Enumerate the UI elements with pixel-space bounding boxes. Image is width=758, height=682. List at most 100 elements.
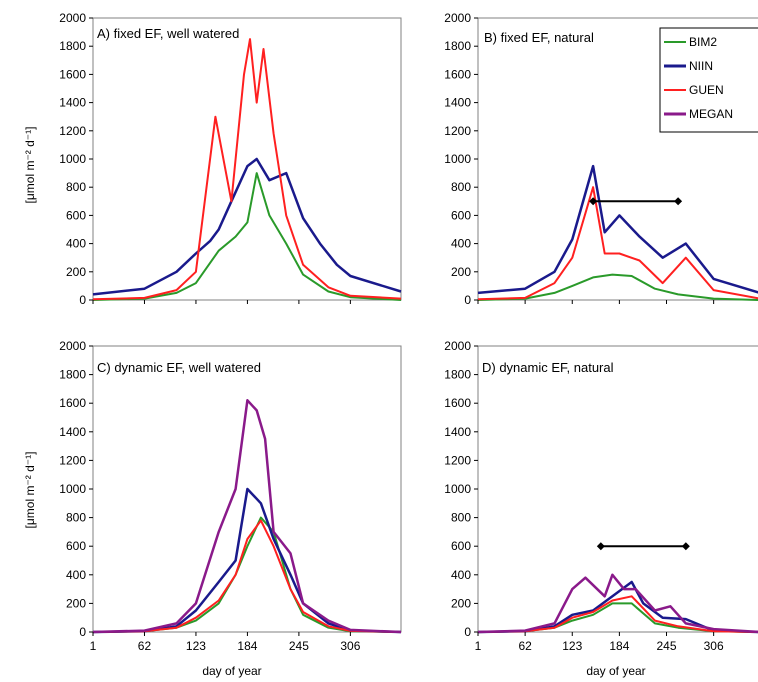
y-tick-label: 1200 xyxy=(59,453,86,467)
y-tick-label: 1400 xyxy=(59,96,86,110)
series-line-niin xyxy=(92,487,402,634)
y-tick-label: 2000 xyxy=(444,339,471,353)
y-tick-label: 1800 xyxy=(59,368,86,382)
y-tick-label: 800 xyxy=(66,180,86,194)
y-tick-label: 1000 xyxy=(444,152,471,166)
y-tick-label: 600 xyxy=(66,539,86,553)
y-tick-label: 600 xyxy=(66,208,86,222)
series-line-bim2 xyxy=(477,273,758,301)
panel-d-overlays xyxy=(596,542,690,551)
panel-a-y-ticks: 0 200 400 600 800 1000 1200 1400 1600 1800 2000 xyxy=(59,11,93,307)
panel-b: B) fixed EF, natural 0 200 400 600 800 1000 12… xyxy=(444,11,758,307)
legend: BIM2 NIIN GUEN MEGAN xyxy=(659,27,758,133)
series-line-niin xyxy=(477,580,758,634)
legend-label-megan: MEGAN xyxy=(689,107,733,121)
series-line-megan xyxy=(92,399,402,634)
legend-item-niin: NIIN xyxy=(664,59,713,73)
panel-c: C) dynamic EF, well watered 0 200 400 600 80… xyxy=(59,339,402,653)
series-line-bim2 xyxy=(92,516,402,633)
y-axis-title-bottom: [μmol m⁻² d⁻¹] xyxy=(23,452,37,529)
x-tick-label: 245 xyxy=(656,639,676,653)
y-tick-label: 1800 xyxy=(59,39,86,53)
panel-d-series xyxy=(477,573,758,634)
x-axis-title-right: day of year xyxy=(586,664,645,678)
range-bar-endpoint xyxy=(681,542,690,551)
panel-b-title: B) fixed EF, natural xyxy=(484,30,594,45)
y-tick-label: 2000 xyxy=(59,339,86,353)
x-tick-label: 62 xyxy=(518,639,532,653)
panel-d-x-ticks: 1 62 123 184 245 306 xyxy=(475,632,724,653)
y-tick-label: 2000 xyxy=(444,11,471,25)
panel-c-title: C) dynamic EF, well watered xyxy=(97,360,261,375)
legend-item-megan: MEGAN xyxy=(664,107,733,121)
y-tick-label: 600 xyxy=(451,208,471,222)
panel-b-series xyxy=(477,164,758,301)
y-tick-label: 200 xyxy=(66,596,86,610)
x-tick-label: 306 xyxy=(340,639,360,653)
y-tick-label: 1400 xyxy=(444,96,471,110)
y-tick-label: 1200 xyxy=(444,453,471,467)
legend-label-guen: GUEN xyxy=(689,83,724,97)
x-axis-title-left: day of year xyxy=(202,664,261,678)
series-line-bim2 xyxy=(477,602,758,633)
y-tick-label: 200 xyxy=(451,596,471,610)
y-tick-label: 1400 xyxy=(59,425,86,439)
x-tick-label: 245 xyxy=(289,639,309,653)
y-tick-label: 200 xyxy=(451,265,471,279)
y-tick-label: 1800 xyxy=(444,368,471,382)
series-line-guen xyxy=(477,186,758,301)
x-tick-label: 123 xyxy=(562,639,582,653)
panel-d-frame xyxy=(477,345,758,633)
legend-label-niin: NIIN xyxy=(689,59,713,73)
y-tick-label: 200 xyxy=(66,265,86,279)
y-tick-label: 800 xyxy=(451,511,471,525)
y-tick-label: 1200 xyxy=(444,124,471,138)
x-tick-label: 62 xyxy=(138,639,152,653)
series-line-bim2 xyxy=(92,172,402,301)
x-tick-label: 306 xyxy=(704,639,724,653)
y-tick-label: 800 xyxy=(66,511,86,525)
x-tick-label: 1 xyxy=(90,639,97,653)
panel-a: A) fixed EF, well watered 0 200 400 600 800 1… xyxy=(59,11,402,307)
panel-a-title: A) fixed EF, well watered xyxy=(97,26,239,41)
y-tick-label: 1000 xyxy=(444,482,471,496)
panel-a-series xyxy=(92,38,402,301)
legend-item-guen: GUEN xyxy=(664,83,724,97)
y-tick-label: 2000 xyxy=(59,11,86,25)
y-axis-title-top: [μmol m⁻² d⁻¹] xyxy=(23,127,37,204)
range-bar-endpoint xyxy=(596,542,605,551)
y-tick-label: 1000 xyxy=(59,152,86,166)
legend-label-bim2: BIM2 xyxy=(689,35,717,49)
y-tick-label: 1600 xyxy=(444,396,471,410)
series-line-niin xyxy=(92,157,402,296)
y-tick-label: 1400 xyxy=(444,425,471,439)
panel-d: D) dynamic EF, natural 0 200 400 600 800 1000… xyxy=(444,339,758,653)
range-bar-endpoint xyxy=(589,197,598,206)
y-tick-label: 400 xyxy=(451,237,471,251)
y-tick-label: 1600 xyxy=(59,396,86,410)
y-tick-label: 800 xyxy=(451,180,471,194)
y-tick-label: 0 xyxy=(464,293,471,307)
y-tick-label: 0 xyxy=(79,625,86,639)
range-bar-endpoint xyxy=(674,197,683,206)
y-tick-label: 400 xyxy=(66,237,86,251)
y-tick-label: 400 xyxy=(66,568,86,582)
y-tick-label: 1000 xyxy=(59,482,86,496)
panel-c-y-ticks: 0 200 400 600 800 1000 1200 1400 1600 1800 2000 xyxy=(59,339,93,639)
y-tick-label: 1200 xyxy=(59,124,86,138)
x-tick-label: 1 xyxy=(475,639,482,653)
y-tick-label: 1800 xyxy=(444,39,471,53)
panel-c-x-ticks: 1 62 123 184 245 306 xyxy=(90,632,361,653)
panel-d-title: D) dynamic EF, natural xyxy=(482,360,614,375)
x-tick-label: 123 xyxy=(186,639,206,653)
series-line-megan xyxy=(477,573,758,634)
legend-item-bim2: BIM2 xyxy=(664,35,717,49)
panel-b-x-ticks xyxy=(477,300,715,304)
y-tick-label: 1600 xyxy=(59,67,86,81)
x-tick-label: 184 xyxy=(237,639,257,653)
series-line-guen xyxy=(477,595,758,633)
series-line-guen xyxy=(92,519,402,633)
panel-b-y-ticks: 0 200 400 600 800 1000 1200 1400 1600 1800 2000 xyxy=(444,11,478,307)
y-tick-label: 0 xyxy=(464,625,471,639)
